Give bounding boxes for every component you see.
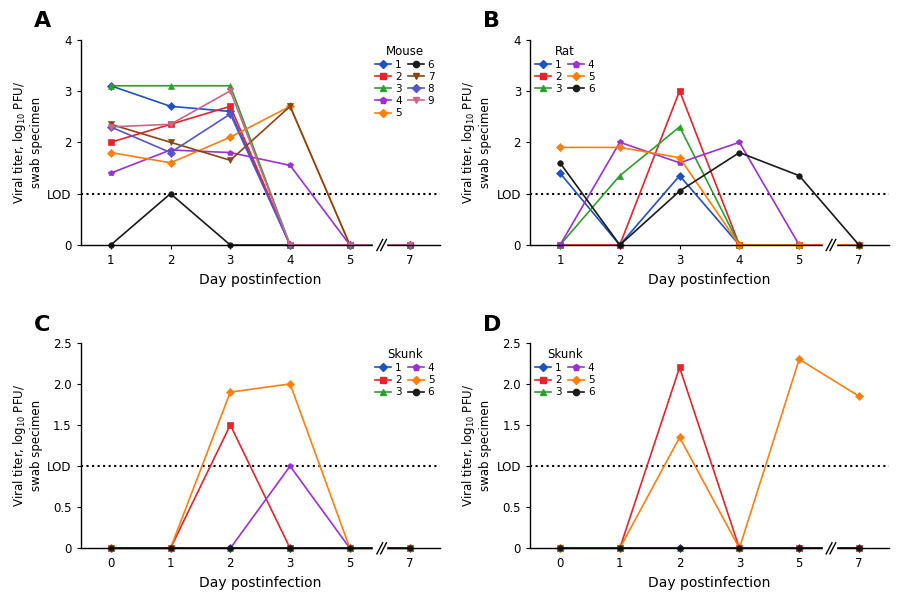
Text: C: C — [34, 314, 50, 335]
X-axis label: Day postinfection: Day postinfection — [199, 576, 321, 590]
Bar — [374, 236, 386, 254]
Y-axis label: Viral titer, log$_{10}$ PFU/
swab specimen: Viral titer, log$_{10}$ PFU/ swab specim… — [461, 384, 492, 507]
Bar — [823, 539, 835, 558]
Text: D: D — [483, 314, 502, 335]
Legend: 1, 2, 3, 4, 5, 6: 1, 2, 3, 4, 5, 6 — [533, 43, 597, 96]
Text: B: B — [483, 11, 500, 31]
Text: A: A — [34, 11, 51, 31]
Y-axis label: Viral titer, log$_{10}$ PFU/
swab specimen: Viral titer, log$_{10}$ PFU/ swab specim… — [11, 384, 43, 507]
Legend: 1, 2, 3, 4, 5, 6: 1, 2, 3, 4, 5, 6 — [533, 346, 597, 399]
X-axis label: Day postinfection: Day postinfection — [648, 576, 770, 590]
Bar — [823, 236, 835, 254]
Bar — [374, 539, 386, 558]
Legend: 1, 2, 3, 4, 5, 6, 7, 8, 9: 1, 2, 3, 4, 5, 6, 7, 8, 9 — [374, 43, 436, 120]
Y-axis label: Viral titer, log$_{10}$ PFU/
swab specimen: Viral titer, log$_{10}$ PFU/ swab specim… — [11, 81, 43, 204]
X-axis label: Day postinfection: Day postinfection — [648, 273, 770, 287]
Y-axis label: Viral titer, log$_{10}$ PFU/
swab specimen: Viral titer, log$_{10}$ PFU/ swab specim… — [461, 81, 492, 204]
X-axis label: Day postinfection: Day postinfection — [199, 273, 321, 287]
Legend: 1, 2, 3, 4, 5, 6: 1, 2, 3, 4, 5, 6 — [374, 346, 436, 399]
